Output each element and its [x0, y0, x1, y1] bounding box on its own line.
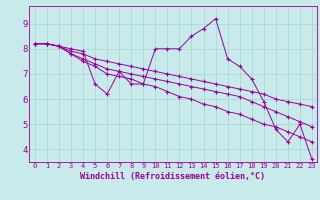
X-axis label: Windchill (Refroidissement éolien,°C): Windchill (Refroidissement éolien,°C) [80, 172, 265, 181]
